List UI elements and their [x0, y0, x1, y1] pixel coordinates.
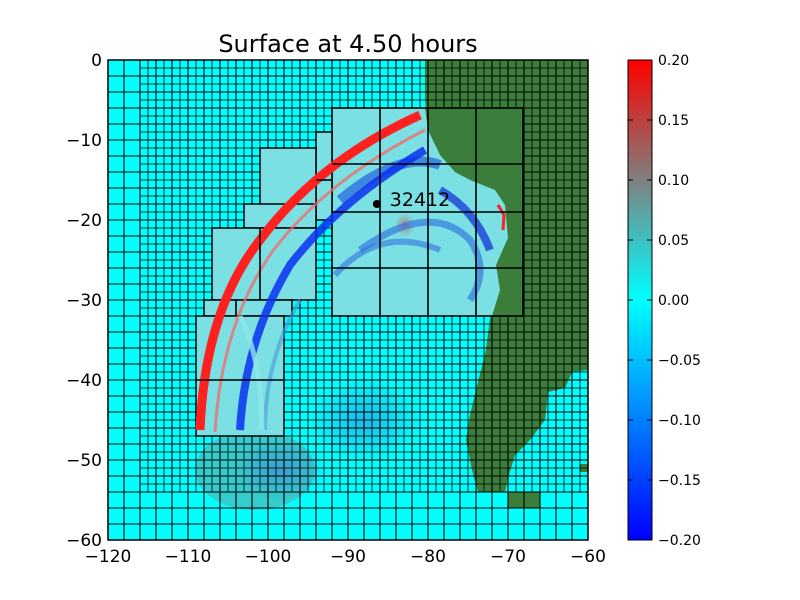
- colorbar-tick-label: −0.05: [658, 353, 701, 369]
- y-tick-label: 0: [91, 51, 102, 71]
- wave-front-trough: [236, 146, 428, 431]
- colorbar-tick-label: −0.15: [658, 473, 701, 489]
- chart-title: Surface at 4.50 hours: [218, 30, 477, 58]
- y-tick-label: −30: [66, 291, 102, 311]
- wave-front-trough-secondary: [263, 298, 302, 431]
- colorbar-tick-label: 0.20: [658, 53, 689, 69]
- x-tick-label: −90: [330, 547, 366, 567]
- station-label: 32412: [390, 189, 450, 211]
- y-tick-label: −20: [66, 211, 102, 231]
- trough-region-south: [235, 440, 325, 500]
- y-tick-label: −40: [66, 371, 102, 391]
- station-marker[interactable]: [372, 200, 381, 208]
- colorbar-tick-label: 0.10: [658, 173, 689, 189]
- x-tick-label: −80: [410, 547, 446, 567]
- x-tick-label: −70: [490, 547, 526, 567]
- trough-band-coast: [437, 186, 494, 252]
- x-tick-label: −120: [85, 547, 132, 567]
- wave-front-inner: [213, 128, 426, 433]
- wave-front-ripple: [237, 314, 265, 431]
- x-tick-label: −110: [165, 547, 212, 567]
- y-tick-label: −60: [66, 531, 102, 551]
- land-coast-patch: [425, 108, 523, 316]
- colorbar-tick-label: −0.20: [658, 533, 701, 549]
- x-axis: −120 −110 −100 −90 −80 −70 −60: [85, 60, 606, 567]
- refined-patches: [195, 107, 524, 437]
- colorbar-tick-label: 0.00: [658, 293, 689, 309]
- y-axis: 0 −10 −20 −30 −40 −50 −60: [66, 51, 588, 551]
- colorbar-tick-label: −0.10: [658, 413, 701, 429]
- x-tick-label: −60: [570, 547, 606, 567]
- colorbar: 0.20 0.15 0.10 0.05 0.00 −0.05 −0.10 −0.15 −0.20: [627, 53, 701, 549]
- x-tick-label: −100: [245, 547, 292, 567]
- colorbar-tick-label: 0.15: [658, 113, 689, 129]
- land-islet: [475, 398, 481, 406]
- trough-band-east: [357, 218, 484, 302]
- colorbar-ticks: 0.20 0.15 0.10 0.05 0.00 −0.05 −0.10 −0.15 −0.20: [628, 53, 701, 549]
- y-tick-label: −10: [66, 131, 102, 151]
- y-tick-label: −50: [66, 451, 102, 471]
- trough-band-inner: [332, 238, 442, 278]
- plot-area: 32412: [108, 60, 588, 540]
- patch-internal-lines: [196, 108, 523, 381]
- station-marker-group: 32412: [372, 189, 450, 211]
- colorbar-tick-label: 0.05: [658, 233, 689, 249]
- coastal-crest-south: [496, 204, 506, 231]
